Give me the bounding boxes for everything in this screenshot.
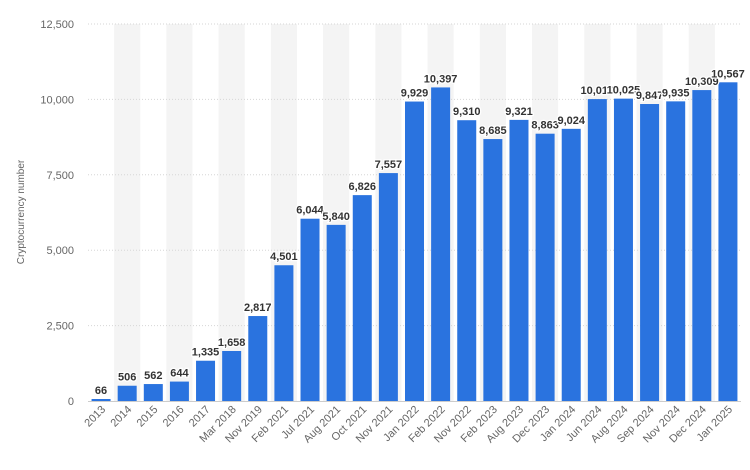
value-label: 10,397 [424,73,458,85]
bar [169,381,189,401]
bar [587,99,607,402]
value-label: 562 [144,370,162,382]
bar [483,139,503,401]
value-label: 2,817 [244,302,272,314]
bar [613,98,633,401]
bar [509,119,529,402]
bar [535,133,555,401]
bar [431,87,451,401]
y-tick-label: 12,500 [40,19,74,31]
value-label: 6,044 [296,205,324,217]
bar [248,316,268,401]
value-label: 9,024 [557,115,585,127]
y-axis-title: Cryptocurrency number [16,159,27,264]
value-label: 644 [170,368,189,380]
bar [692,90,712,401]
value-label: 10,025 [607,85,641,97]
bar [274,265,294,401]
bar [352,195,372,401]
x-tick-label: 2013 [82,404,108,430]
gridlines [88,23,741,327]
y-tick-label: 2,500 [46,321,74,333]
y-tick-label: 7,500 [46,170,74,182]
background-band [218,24,245,401]
y-tick-label: 10,000 [40,94,74,106]
bar [196,360,216,401]
bar [561,128,581,401]
value-label: 10,010 [581,85,615,97]
background-band [166,24,193,401]
y-tick-label: 0 [68,396,74,408]
value-label: 7,557 [375,159,403,171]
y-tick-label: 5,000 [46,245,74,257]
bar [405,101,424,402]
bars [91,82,738,402]
value-label: 9,310 [453,106,481,118]
value-label: 8,685 [479,125,507,137]
x-tick-label: 2014 [109,404,135,430]
bar [222,350,242,401]
bar [117,385,137,401]
value-label: 4,501 [270,251,298,263]
background-band [114,24,141,401]
bar [326,224,346,401]
bar [640,104,660,402]
bar [143,384,163,401]
bar [457,120,477,402]
bar [718,82,738,401]
x-tick-label: 2015 [135,404,161,430]
x-tick-label: 2016 [161,404,187,430]
value-label: 1,335 [192,347,220,359]
value-label: 1,658 [218,337,246,349]
value-label: 6,826 [348,181,376,193]
bar [378,173,398,401]
bar [91,399,111,401]
value-label: 10,567 [711,68,745,80]
value-label: 5,840 [322,211,350,223]
value-label: 506 [118,372,136,384]
value-label: 9,935 [662,87,690,99]
bar [666,101,686,401]
value-label: 8,863 [531,120,559,132]
value-label: 9,321 [505,106,533,118]
bar [300,218,320,401]
y-axis-ticks: 0 2,500 5,000 7,500 10,000 12,500 [40,19,74,408]
value-label: 66 [95,385,107,397]
value-label: 9,847 [636,90,664,102]
value-label: 9,929 [401,88,429,100]
value-label: 10,309 [685,76,719,88]
